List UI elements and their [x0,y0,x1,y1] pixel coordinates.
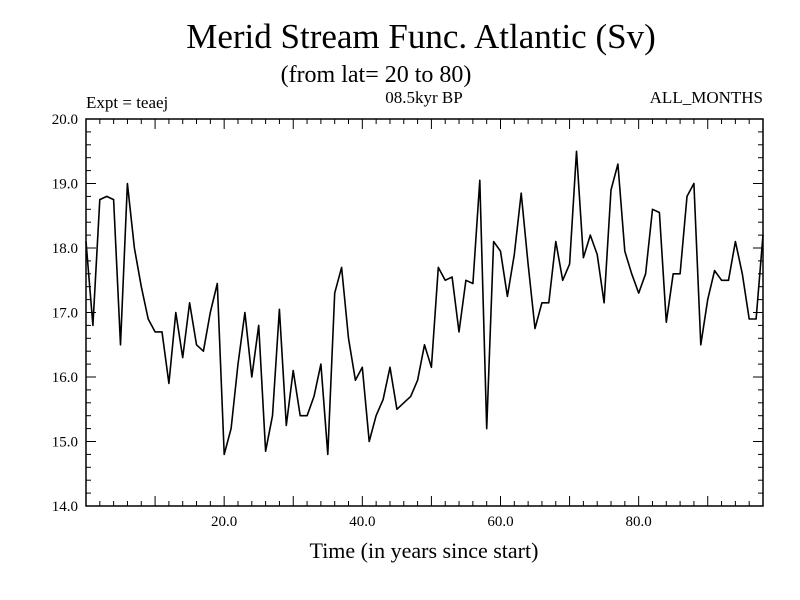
y-tick-label: 15.0 [52,435,78,451]
y-tick-label: 20.0 [52,112,78,128]
experiment-label: Expt = teaej [86,93,168,112]
y-tick-label: 18.0 [52,241,78,257]
period-label: 08.5kyr BP [385,88,462,107]
x-tick-label: 40.0 [349,514,375,530]
chart-subtitle: (from lat= 20 to 80) [281,62,472,88]
x-tick-label: 20.0 [211,514,237,530]
x-tick-label: 80.0 [626,514,652,530]
y-tick-label: 19.0 [52,177,78,193]
plot-frame [85,118,764,507]
x-tick-label: 60.0 [487,514,513,530]
y-tick-label: 14.0 [52,499,78,515]
y-tick-label: 16.0 [52,370,78,386]
months-label: ALL_MONTHS [650,88,763,107]
y-tick-label: 17.0 [52,306,78,322]
axis-ticks [86,119,763,506]
x-axis-label: Time (in years since start) [310,538,539,563]
series-line-teaej [85,150,764,456]
axis-tick-labels: 20.0 40.0 60.0 80.0 14.0 15.0 16.0 17.0 18.0 19.0… [52,112,652,530]
chart-title: Merid Stream Func. Atlantic (Sv) [186,17,656,56]
